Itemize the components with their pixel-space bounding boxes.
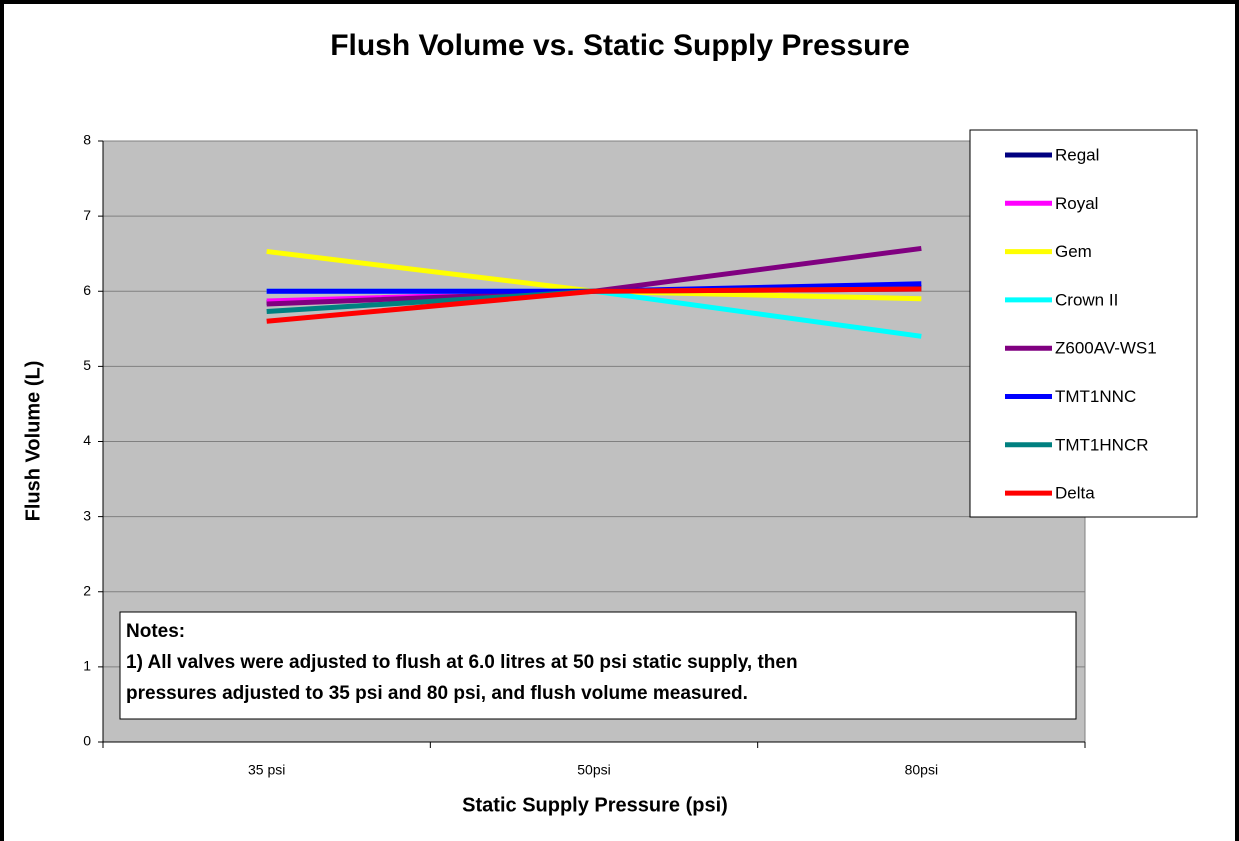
y-tick-label: 8 <box>83 132 91 148</box>
y-tick-label: 5 <box>83 357 91 373</box>
legend-label: TMT1NNC <box>1055 387 1136 406</box>
y-tick-label: 7 <box>83 207 91 223</box>
y-tick-label: 2 <box>83 582 91 598</box>
y-tick-label: 3 <box>83 507 91 523</box>
legend-label: Crown II <box>1055 290 1118 309</box>
legend-label: Regal <box>1055 145 1099 164</box>
legend-label: Royal <box>1055 194 1098 213</box>
legend-label: Gem <box>1055 242 1092 261</box>
x-tick-label: 80psi <box>905 762 938 778</box>
legend-label: Delta <box>1055 484 1095 503</box>
y-tick-label: 0 <box>83 733 91 749</box>
note-text: pressures adjusted to 35 psi and 80 psi,… <box>126 683 748 704</box>
series-line <box>266 286 922 324</box>
note-text: 1) All valves were adjusted to flush at … <box>126 652 798 673</box>
chart-title: Flush Volume vs. Static Supply Pressure <box>330 29 910 62</box>
y-tick-label: 1 <box>83 658 91 674</box>
x-axis-label: Static Supply Pressure (psi) <box>462 794 728 816</box>
notes-box <box>119 611 1077 720</box>
x-tick-label: 50psi <box>577 762 610 778</box>
legend-label: Z600AV-WS1 <box>1055 339 1157 358</box>
legend-label: TMT1HNCR <box>1055 435 1149 454</box>
y-tick-label: 6 <box>83 282 91 298</box>
note-text: Notes: <box>126 621 185 642</box>
y-axis-label: Flush Volume (L) <box>22 361 44 522</box>
x-tick-label: 35 psi <box>248 762 285 778</box>
legend-box <box>969 129 1198 518</box>
y-tick-label: 4 <box>83 432 91 448</box>
